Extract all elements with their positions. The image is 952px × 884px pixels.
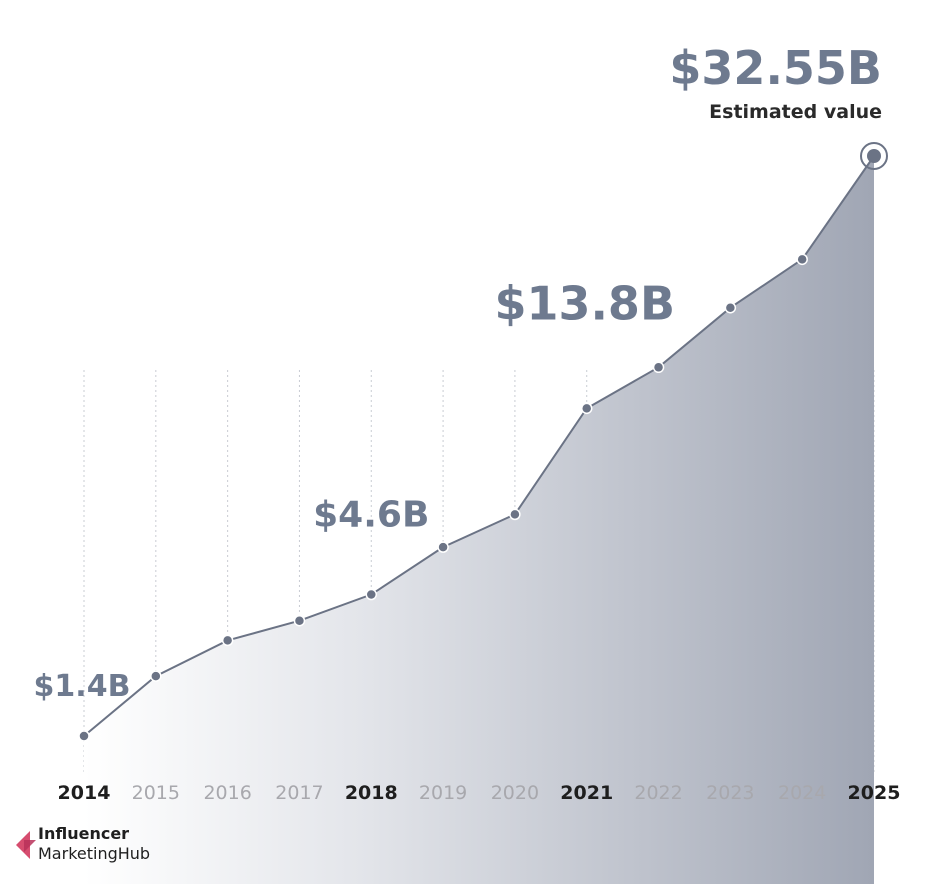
x-tick-2014: 2014 bbox=[58, 782, 111, 804]
x-tick-2021: 2021 bbox=[560, 782, 613, 804]
markers bbox=[78, 142, 888, 742]
data-point-2015 bbox=[150, 670, 162, 682]
data-point-2017 bbox=[293, 614, 306, 627]
x-axis-ticks: 2014 2015 2016 2017 2018 2019 2020 2021 2022 2023… bbox=[58, 782, 901, 804]
data-point-2018 bbox=[365, 588, 378, 601]
x-tick-2024: 2024 bbox=[778, 782, 826, 804]
callout-value-2014: $1.4B bbox=[34, 669, 131, 704]
data-point-2014 bbox=[78, 730, 90, 742]
data-point-2022 bbox=[652, 361, 665, 374]
x-tick-2025: 2025 bbox=[848, 782, 901, 804]
data-point-2025 bbox=[867, 149, 881, 163]
callout-value-2018: $4.6B bbox=[313, 495, 429, 536]
brand-name-line1: Influencer bbox=[38, 824, 130, 843]
x-tick-2020: 2020 bbox=[491, 782, 539, 804]
data-point-2023 bbox=[724, 301, 737, 314]
data-point-2016 bbox=[221, 634, 234, 647]
data-point-2019 bbox=[437, 541, 449, 553]
x-tick-2019: 2019 bbox=[419, 782, 467, 804]
brand-mark-icon bbox=[16, 831, 36, 859]
callout-sublabel-2025: Estimated value bbox=[709, 101, 882, 123]
x-tick-2015: 2015 bbox=[132, 782, 180, 804]
callout-value-2025: $32.55B bbox=[669, 41, 882, 95]
data-point-2020 bbox=[509, 508, 521, 521]
series-line bbox=[83, 155, 875, 737]
brand-logo: Influencer MarketingHub bbox=[16, 824, 216, 866]
callouts: $1.4B $4.6B $13.8B $32.55B Estimated value bbox=[34, 41, 882, 704]
x-tick-2017: 2017 bbox=[275, 782, 323, 804]
data-point-2024 bbox=[796, 253, 808, 266]
callout-value-2021: $13.8B bbox=[494, 276, 675, 330]
x-tick-2023: 2023 bbox=[706, 782, 754, 804]
area-fill bbox=[84, 156, 874, 884]
brand-name-line2: MarketingHub bbox=[38, 844, 151, 863]
marker-ring-2025 bbox=[860, 142, 888, 170]
x-tick-2022: 2022 bbox=[634, 782, 682, 804]
x-tick-2018: 2018 bbox=[345, 782, 398, 804]
data-point-2021 bbox=[580, 402, 593, 415]
x-tick-2016: 2016 bbox=[203, 782, 251, 804]
